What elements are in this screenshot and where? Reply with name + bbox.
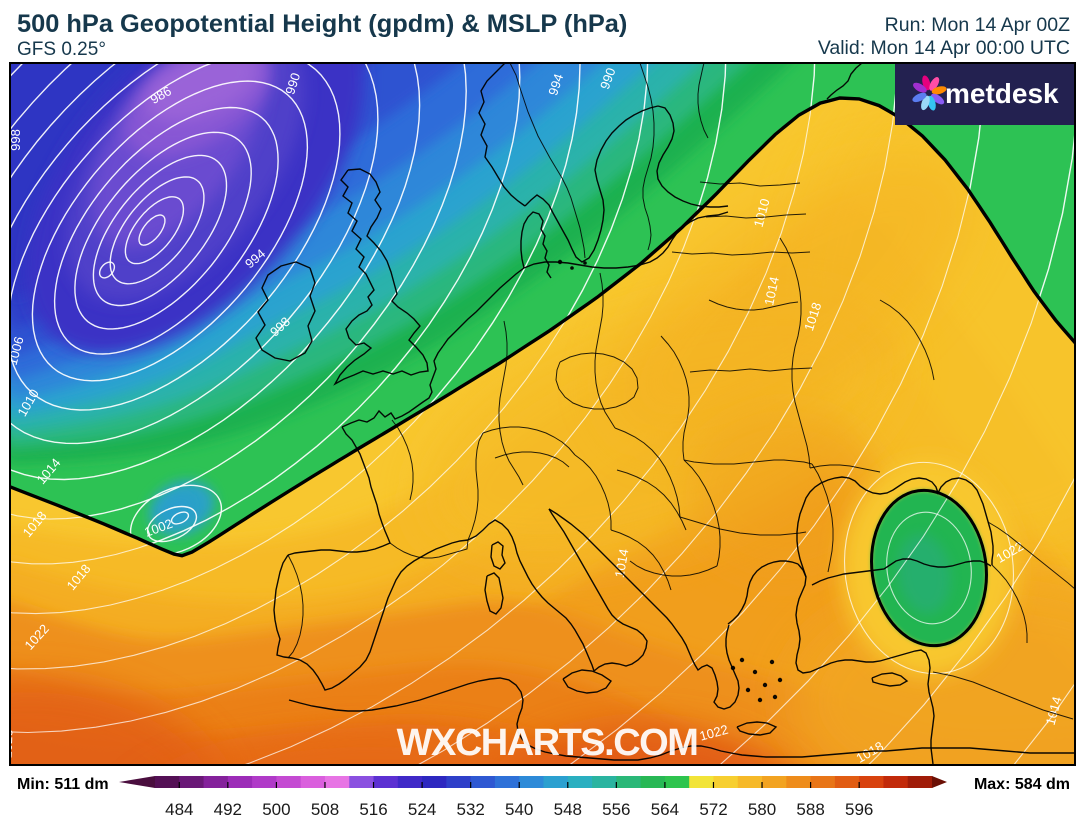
svg-text:1010: 1010	[751, 197, 773, 229]
svg-text:990: 990	[282, 71, 303, 96]
svg-text:Run: Mon 14 Apr 00Z: Run: Mon 14 Apr 00Z	[885, 14, 1070, 36]
svg-text:1014: 1014	[1043, 695, 1065, 727]
svg-text:WXCHARTS.COM: WXCHARTS.COM	[397, 722, 698, 764]
svg-text:508: 508	[311, 800, 339, 819]
svg-text:540: 540	[505, 800, 533, 819]
svg-text:994: 994	[545, 72, 566, 97]
svg-text:Valid: Mon 14 Apr 00:00 UTC: Valid: Mon 14 Apr 00:00 UTC	[818, 37, 1070, 59]
svg-text:1026: 1026	[0, 729, 16, 758]
svg-text:1014: 1014	[612, 548, 632, 579]
svg-text:GFS 0.25°: GFS 0.25°	[17, 39, 106, 60]
svg-text:524: 524	[408, 800, 436, 819]
svg-text:Min: 511 dm: Min: 511 dm	[17, 776, 109, 793]
svg-text:588: 588	[796, 800, 824, 819]
svg-text:492: 492	[214, 800, 242, 819]
svg-text:532: 532	[457, 800, 485, 819]
svg-text:500: 500	[262, 800, 290, 819]
svg-text:metdesk: metdesk	[945, 78, 1059, 109]
svg-text:Max: 584 dm: Max: 584 dm	[974, 776, 1070, 793]
svg-text:580: 580	[748, 800, 776, 819]
svg-text:548: 548	[554, 800, 582, 819]
svg-text:516: 516	[359, 800, 387, 819]
svg-text:596: 596	[845, 800, 873, 819]
svg-text:1022: 1022	[698, 722, 730, 744]
svg-text:556: 556	[602, 800, 630, 819]
svg-text:564: 564	[651, 800, 679, 819]
svg-text:500 hPa Geopotential Height (g: 500 hPa Geopotential Height (gpdm) & MSL…	[17, 10, 627, 38]
svg-text:484: 484	[165, 800, 193, 819]
svg-text:572: 572	[699, 800, 727, 819]
svg-text:998: 998	[8, 129, 23, 151]
svg-text:1014: 1014	[761, 275, 782, 306]
svg-text:990: 990	[597, 66, 619, 92]
